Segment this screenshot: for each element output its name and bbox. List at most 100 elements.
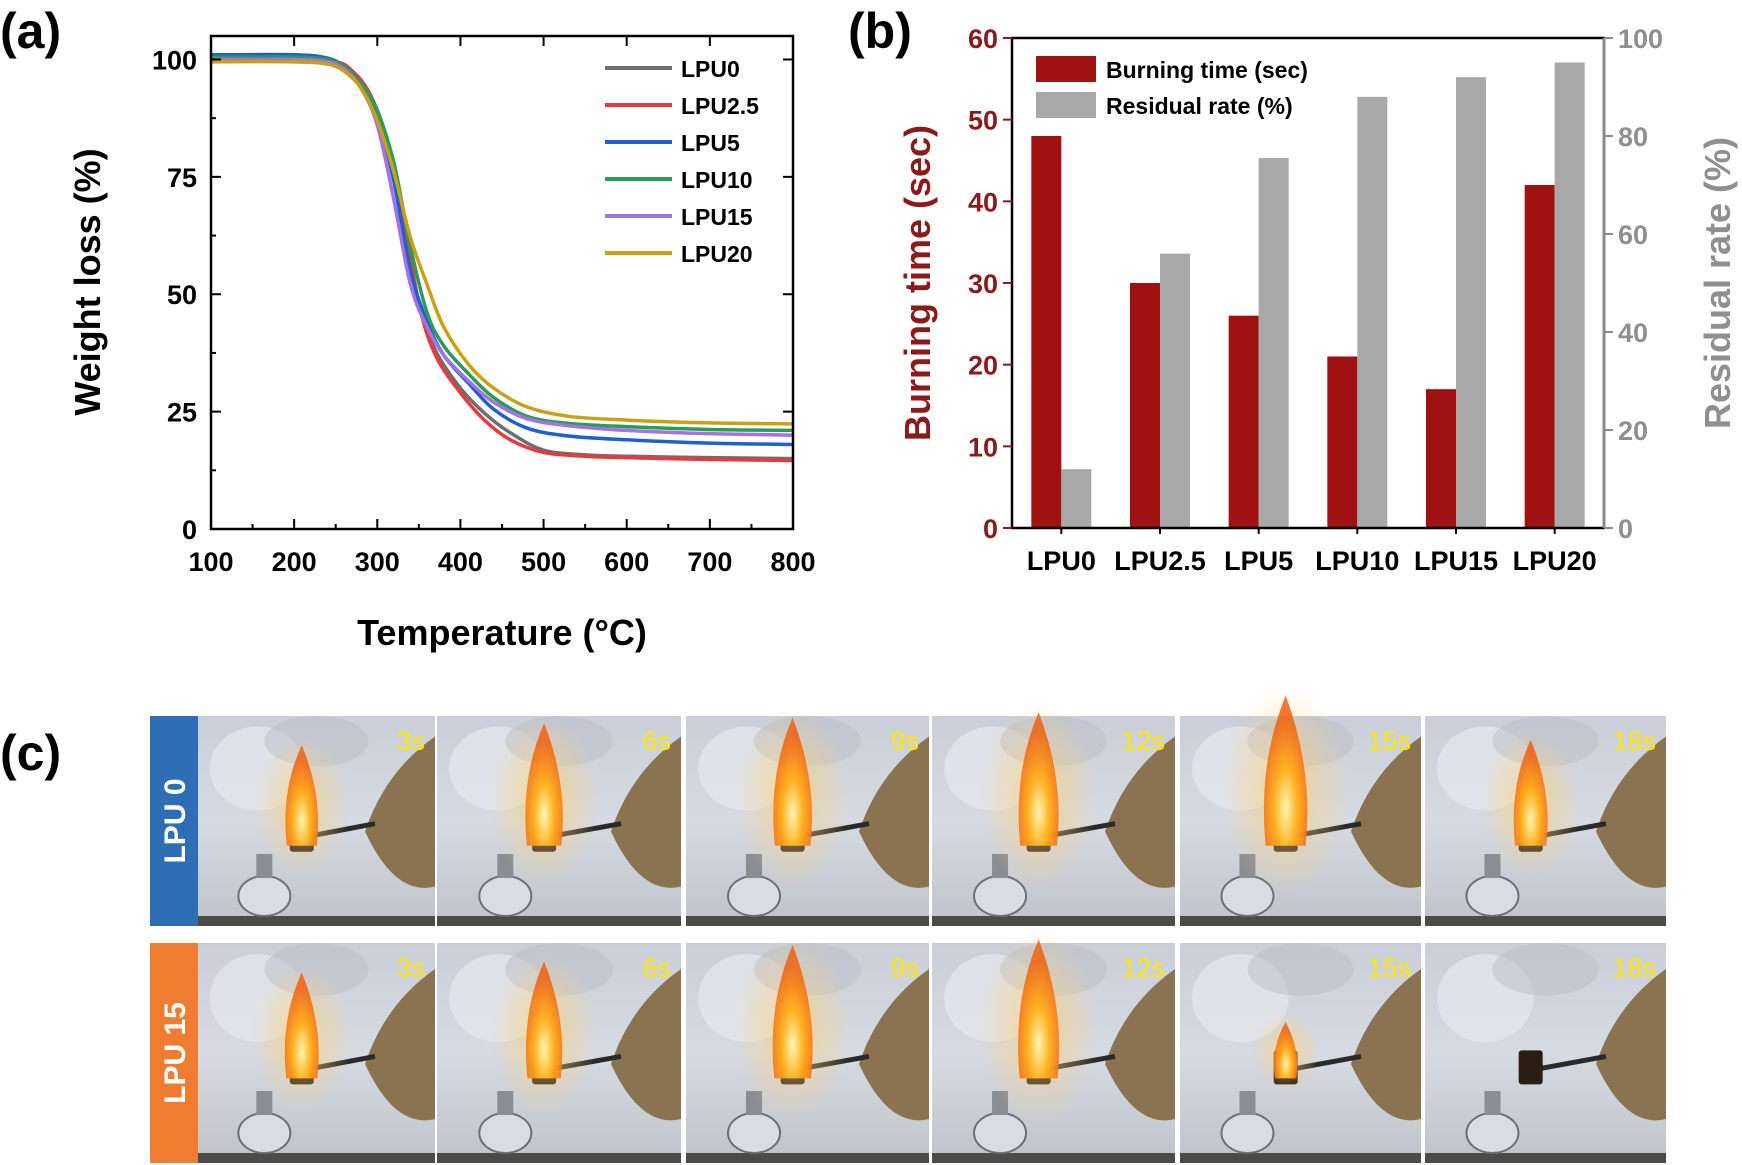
panel-a-ylabel: Weight loss (%) xyxy=(67,148,108,415)
bar-residual-rate-LPU0 xyxy=(1061,469,1092,528)
lamp-icon xyxy=(727,1112,782,1154)
time-label: 15s xyxy=(1367,726,1411,756)
photo-frame: 18s xyxy=(1425,716,1666,926)
photo-frame: 15s xyxy=(1180,943,1421,1163)
bar-burning-time-LPU0 xyxy=(1031,136,1062,528)
flame-icon xyxy=(525,723,563,846)
photo-frame: 3s xyxy=(198,716,435,926)
x-tick-label: 100 xyxy=(188,547,233,577)
table-edge xyxy=(198,1153,435,1163)
row-label-LPU-15: LPU 15 xyxy=(150,943,198,1163)
glove-icon xyxy=(1596,736,1666,888)
smoke-shape xyxy=(1247,943,1354,996)
x-tick-label: 300 xyxy=(355,547,400,577)
table-edge xyxy=(1180,1153,1421,1163)
glove-icon xyxy=(365,969,435,1121)
photo-frame: 18s xyxy=(1425,943,1666,1163)
burning-bars xyxy=(1031,62,1585,529)
flame-icon xyxy=(1263,695,1308,846)
left-tick-label: 30 xyxy=(968,269,998,299)
category-label-LPU5: LPU5 xyxy=(1224,546,1293,576)
series-line-LPU15 xyxy=(210,57,794,437)
x-tick-label: 800 xyxy=(770,547,815,577)
y-tick-label: 0 xyxy=(182,515,197,545)
legend-label-LPU15: LPU15 xyxy=(681,204,753,230)
glove-icon xyxy=(365,736,435,888)
legend-label-LPU5: LPU5 xyxy=(681,130,740,156)
series-line-LPU2.5 xyxy=(210,57,794,463)
right-tick-label: 80 xyxy=(1618,122,1648,152)
left-tick-label: 50 xyxy=(968,106,998,136)
left-tick-label: 20 xyxy=(968,351,998,381)
table-edge xyxy=(437,916,681,926)
series-line-LPU20 xyxy=(210,59,794,426)
bar-burning-time-LPU20 xyxy=(1524,185,1555,528)
lamp-icon xyxy=(237,1112,292,1154)
table-edge xyxy=(1425,916,1666,926)
table-edge xyxy=(932,916,1175,926)
right-tick-label: 20 xyxy=(1618,416,1648,446)
x-tick-label: 700 xyxy=(687,547,732,577)
x-tick-label: 500 xyxy=(521,547,566,577)
legend-label-burning-time: Burning time (sec) xyxy=(1106,57,1308,83)
lamp-icon xyxy=(1220,1112,1275,1154)
flame-icon xyxy=(1513,739,1548,846)
row-label-LPU-0: LPU 0 xyxy=(150,716,198,926)
tongs-icon xyxy=(1540,1053,1607,1071)
lamp-icon xyxy=(237,875,292,917)
photo-frame: 12s xyxy=(932,929,1175,1163)
glove-icon xyxy=(611,969,681,1121)
legend-label-residual-rate: Residual rate (%) xyxy=(1106,93,1293,119)
time-label: 18s xyxy=(1612,953,1656,983)
row-label-text: LPU 15 xyxy=(159,1002,192,1104)
photo-frame: 6s xyxy=(437,713,681,926)
bar-residual-rate-LPU10 xyxy=(1357,96,1388,529)
flame-icon xyxy=(773,717,813,846)
time-label: 3s xyxy=(396,953,425,983)
lamp-icon xyxy=(973,1112,1028,1154)
time-label: 18s xyxy=(1612,726,1656,756)
flame-icon xyxy=(772,944,813,1079)
row-label-bar xyxy=(150,716,198,926)
category-label-LPU0: LPU0 xyxy=(1027,546,1096,576)
bar-burning-time-LPU2.5 xyxy=(1130,283,1160,528)
bar-burning-time-LPU5 xyxy=(1228,315,1259,528)
series-line-LPU10 xyxy=(210,55,794,433)
flame-icon xyxy=(1018,712,1059,846)
bar-legend: Burning time (sec) Residual rate (%) xyxy=(1036,56,1308,119)
lamp-icon xyxy=(478,875,533,917)
left-tick-label: 10 xyxy=(968,432,998,462)
panel-b-axes: LPU0 LPU2.5 LPU5 LPU10 LPU15 LPU20 0 10 20 30 40 50… xyxy=(968,24,1663,576)
glove-icon xyxy=(611,736,681,888)
category-label-LPU20: LPU20 xyxy=(1513,546,1597,576)
category-label-LPU10: LPU10 xyxy=(1315,546,1399,576)
panel-c-letter: (c) xyxy=(0,725,61,781)
photo-frame: 6s xyxy=(437,943,681,1163)
glove-icon xyxy=(1105,736,1175,888)
lamp-icon xyxy=(1465,875,1520,917)
panel-c-photos: (c) LPU 0 3s 6s 9s 12s 15s 18s LPU 15 3s 6s 9s 12s 1… xyxy=(0,685,1666,1163)
category-label-LPU15: LPU15 xyxy=(1414,546,1498,576)
smoke-shape xyxy=(1492,943,1599,996)
time-label: 6s xyxy=(642,953,671,983)
row-label-text: LPU 0 xyxy=(159,778,192,863)
glove-icon xyxy=(1351,969,1421,1121)
table-edge xyxy=(932,1153,1175,1163)
panel-a-tga-chart: (a) 100 200 300 400 500 600 700 800 0 25 50 75 100 T… xyxy=(0,3,816,653)
x-tick-label: 600 xyxy=(604,547,649,577)
left-tick-label: 60 xyxy=(968,24,998,54)
legend-label-LPU2.5: LPU2.5 xyxy=(681,93,759,119)
panel-b-ylabel-left: Burning time (sec) xyxy=(897,125,938,441)
lamp-icon xyxy=(727,875,782,917)
lamp-neck-icon xyxy=(497,1091,514,1115)
lamp-icon xyxy=(478,1112,533,1154)
lamp-neck-icon xyxy=(1239,1091,1256,1115)
legend-label-LPU20: LPU20 xyxy=(681,241,753,267)
table-edge xyxy=(198,916,435,926)
legend-label-LPU10: LPU10 xyxy=(681,167,753,193)
panel-b-letter: (b) xyxy=(848,3,912,59)
photo-frame: 12s xyxy=(932,702,1175,926)
right-tick-label: 100 xyxy=(1618,24,1663,54)
time-label: 9s xyxy=(890,726,919,756)
